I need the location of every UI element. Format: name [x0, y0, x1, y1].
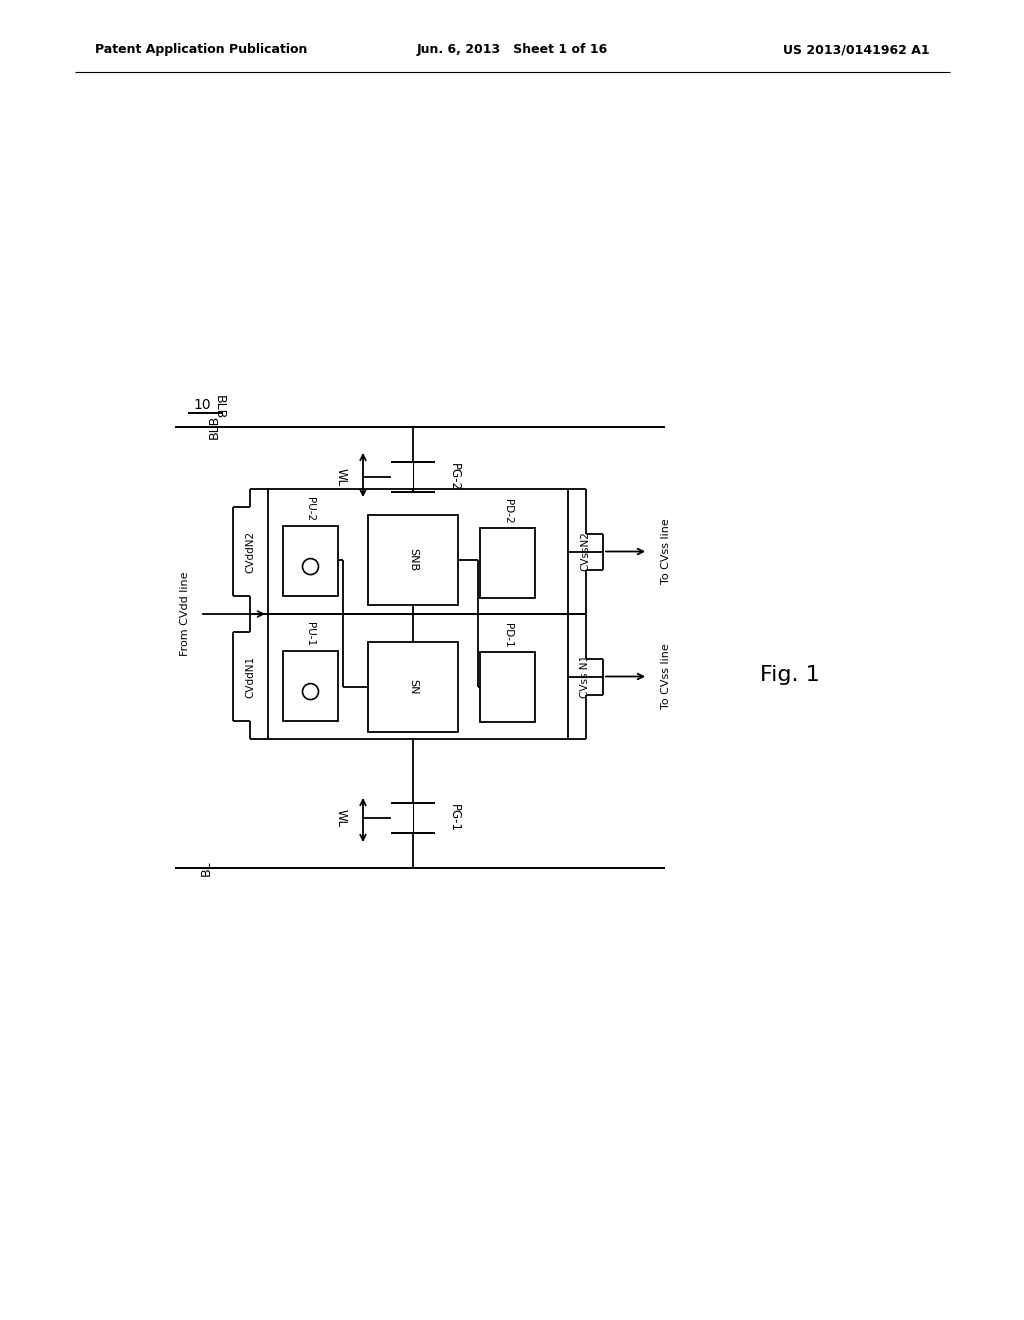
- Text: Fig. 1: Fig. 1: [760, 665, 820, 685]
- Bar: [268, 488, 568, 614]
- Text: BLB: BLB: [208, 414, 221, 440]
- Bar: [283, 525, 338, 597]
- Text: PD-1: PD-1: [503, 623, 512, 648]
- Text: WL: WL: [335, 809, 348, 828]
- Text: 10: 10: [193, 399, 211, 412]
- Text: To CVss line: To CVss line: [662, 519, 671, 585]
- Text: SN: SN: [408, 680, 418, 694]
- Text: PG-1: PG-1: [449, 804, 461, 832]
- Text: CVss N1: CVss N1: [580, 655, 590, 698]
- Text: Patent Application Publication: Patent Application Publication: [95, 44, 307, 57]
- Text: PU-2: PU-2: [305, 496, 315, 521]
- Bar: [268, 614, 568, 739]
- Text: BL: BL: [200, 861, 213, 875]
- Text: Jun. 6, 2013   Sheet 1 of 16: Jun. 6, 2013 Sheet 1 of 16: [417, 44, 607, 57]
- Bar: [368, 515, 458, 605]
- Text: PU-1: PU-1: [305, 622, 315, 645]
- Bar: [480, 652, 535, 722]
- Text: CVddN2: CVddN2: [245, 531, 255, 573]
- Text: SNB: SNB: [408, 548, 418, 572]
- Bar: [480, 528, 535, 598]
- Text: BLB: BLB: [213, 395, 226, 418]
- Text: WL: WL: [335, 467, 348, 486]
- Text: To CVss line: To CVss line: [662, 644, 671, 709]
- Text: US 2013/0141962 A1: US 2013/0141962 A1: [783, 44, 930, 57]
- Bar: [368, 642, 458, 733]
- Bar: [283, 651, 338, 721]
- Text: PG-2: PG-2: [449, 463, 461, 491]
- Text: PD-2: PD-2: [503, 499, 512, 524]
- Text: CVddN1: CVddN1: [245, 656, 255, 697]
- Text: CVssN2: CVssN2: [580, 532, 590, 572]
- Text: From CVdd line: From CVdd line: [180, 572, 190, 656]
